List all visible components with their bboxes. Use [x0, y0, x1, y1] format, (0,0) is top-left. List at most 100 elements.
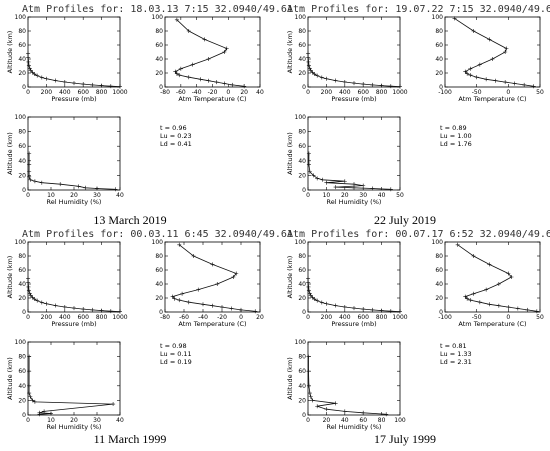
profile-point: [202, 37, 207, 42]
x-tick-label: 10: [47, 417, 55, 424]
x-tick-label: 0: [306, 314, 310, 321]
x-tick-label: -60: [176, 89, 186, 96]
y-axis-label: Altitude (km): [286, 256, 294, 299]
profile-line: [28, 356, 114, 415]
y-tick-label: 60: [298, 143, 306, 150]
profile-point: [352, 306, 356, 311]
x-tick-label: -80: [160, 89, 170, 96]
profile-point: [90, 82, 95, 87]
profile-point: [306, 284, 311, 289]
profile-point: [388, 309, 393, 314]
profile-point: [306, 369, 311, 374]
y-tick-label: 20: [435, 70, 443, 77]
profile-point: [53, 303, 58, 308]
profile-point: [342, 79, 347, 84]
profile-point: [222, 50, 227, 54]
profile-point: [525, 307, 530, 312]
profile-point: [352, 185, 356, 190]
y-tick-label: 20: [18, 70, 26, 77]
panel-title: Atm Profiles for: 00.03.11 6:45 32.0940/…: [22, 229, 293, 240]
y-tick-label: 60: [435, 42, 443, 49]
y-tick-label: 60: [435, 267, 443, 274]
profile-point: [220, 305, 224, 310]
y-tick-label: 60: [18, 42, 26, 49]
profile-point: [180, 291, 185, 296]
panel-caption: 13 March 2019: [93, 213, 166, 227]
plot-pressure: 0 200 400 600 800 1000 0 20 40 60 80 100 Pressure (m…: [6, 239, 128, 328]
y-tick-label: 60: [155, 42, 163, 49]
profile-point: [49, 411, 53, 416]
y-tick-label: 0: [302, 309, 306, 316]
y-axis-label: Altitude (km): [6, 31, 14, 74]
y-tick-label: 20: [18, 172, 26, 179]
panel-title: Atm Profiles for: 18.03.13 7:15 32.0940/…: [22, 4, 293, 15]
profile-point: [99, 308, 104, 313]
profile-point: [229, 306, 234, 311]
y-tick-label: 100: [15, 114, 27, 121]
x-tick-label: 40: [341, 417, 349, 424]
panel-17-july-1999: Atm Profiles for: 00.07.17 6:52 32.0940/…: [286, 229, 550, 446]
profile-point: [361, 183, 366, 188]
profile-point: [72, 81, 76, 86]
y-tick-label: 40: [155, 56, 163, 63]
y-tick-label: 40: [18, 158, 26, 165]
y-tick-label: 100: [295, 239, 307, 246]
stat-downwelling-radiance: Ld = 0.41: [160, 140, 192, 148]
profile-point: [81, 307, 86, 312]
x-axis-label: Rel Humidity (%): [47, 198, 102, 206]
profile-point: [62, 304, 67, 309]
profile-point: [370, 307, 375, 312]
y-axis-label: Altitude (km): [6, 256, 14, 299]
profile-point: [44, 76, 49, 81]
profile-point: [379, 83, 384, 88]
profile-point: [222, 81, 227, 86]
x-axis-label: Rel Humidity (%): [47, 423, 102, 431]
y-tick-label: 0: [22, 412, 26, 419]
profile-point: [113, 187, 118, 192]
y-tick-label: 20: [298, 397, 306, 404]
y-tick-label: 100: [15, 339, 27, 346]
profile-point: [186, 300, 191, 305]
y-tick-label: 0: [302, 187, 306, 194]
profile-point: [308, 394, 313, 399]
profile-line: [457, 244, 537, 312]
x-tick-label: 20: [256, 314, 264, 321]
profile-point: [474, 75, 479, 80]
panel-13-march-2019: Atm Profiles for: 18.03.13 7:15 32.0940/…: [6, 4, 293, 227]
profile-point: [306, 288, 311, 293]
profile-point: [308, 68, 313, 73]
profile-point: [522, 82, 527, 87]
profile-point: [471, 29, 476, 33]
y-tick-label: 40: [18, 383, 26, 390]
profile-point: [118, 84, 122, 89]
profile-point: [306, 354, 311, 359]
stat-downwelling-radiance: Ld = 0.19: [160, 358, 192, 366]
y-tick-label: 40: [155, 281, 163, 288]
y-tick-label: 100: [15, 239, 27, 246]
profile-point: [342, 304, 347, 309]
plot-frame: [444, 241, 541, 313]
x-tick-label: -20: [208, 89, 218, 96]
x-tick-label: 600: [357, 89, 369, 96]
y-tick-label: 60: [18, 368, 26, 375]
profile-point: [379, 308, 384, 313]
profile-point: [39, 75, 44, 80]
profile-point: [503, 50, 508, 54]
profile-point: [242, 84, 247, 89]
profile-point: [487, 302, 492, 307]
y-tick-label: 80: [435, 28, 443, 35]
profile-point: [315, 176, 320, 181]
y-tick-label: 40: [18, 281, 26, 288]
plot-pressure: 0 200 400 600 800 1000 0 20 40 60 80 100 Pressure (m…: [286, 14, 408, 103]
profile-point: [81, 82, 86, 87]
panel-stats: t = 0.96 Lu = 0.23 Ld = 0.41: [160, 124, 192, 148]
x-tick-label: 30: [93, 417, 101, 424]
profile-point: [468, 66, 473, 71]
profile-point: [306, 383, 311, 388]
stat-downwelling-radiance: Ld = 1.76: [440, 140, 472, 148]
y-tick-label: 100: [152, 14, 164, 21]
profile-point: [30, 295, 35, 300]
x-tick-label: 20: [240, 89, 248, 96]
profile-point: [468, 298, 473, 303]
